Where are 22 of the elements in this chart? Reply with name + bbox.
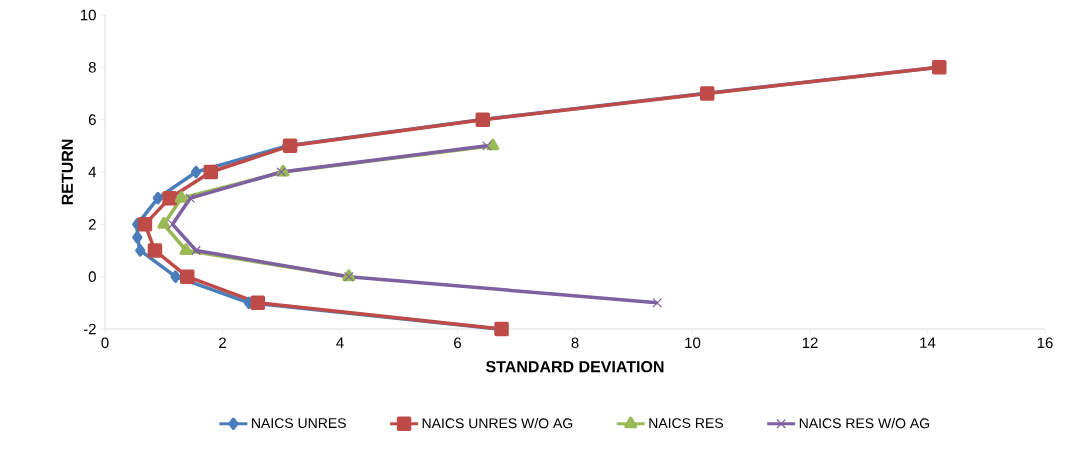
x-tick-label: 4 <box>336 337 344 348</box>
y-tick-label: 0 <box>88 271 96 282</box>
x-tick-label: 12 <box>802 337 818 348</box>
x-tick-label: 2 <box>219 337 226 348</box>
x-tick-label: 14 <box>920 337 936 348</box>
y-tick-label: 2 <box>88 219 96 230</box>
x-tick-label: 10 <box>685 337 701 349</box>
legend-label: NAICS UNRES W/O AG <box>422 417 573 429</box>
y-axis-title: RETURN <box>61 139 73 205</box>
legend-label: NAICS RES W/O AG <box>799 417 930 429</box>
y-tick-label: 8 <box>88 62 96 73</box>
legend-label: NAICS RES <box>649 418 724 429</box>
y-tick-label: 6 <box>88 114 96 125</box>
x-tick-label: 8 <box>571 337 579 349</box>
y-tick-label: 4 <box>88 166 97 178</box>
legend-label: NAICS UNRES <box>252 418 346 429</box>
x-tick-label: 6 <box>454 337 462 349</box>
x-axis-title: STANDARD DEVIATION <box>485 360 664 373</box>
y-tick-label: -2 <box>83 323 96 335</box>
x-tick-label: 16 <box>1037 337 1053 349</box>
y-tick-label: 10 <box>80 9 96 21</box>
x-tick-label: 0 <box>101 337 109 349</box>
